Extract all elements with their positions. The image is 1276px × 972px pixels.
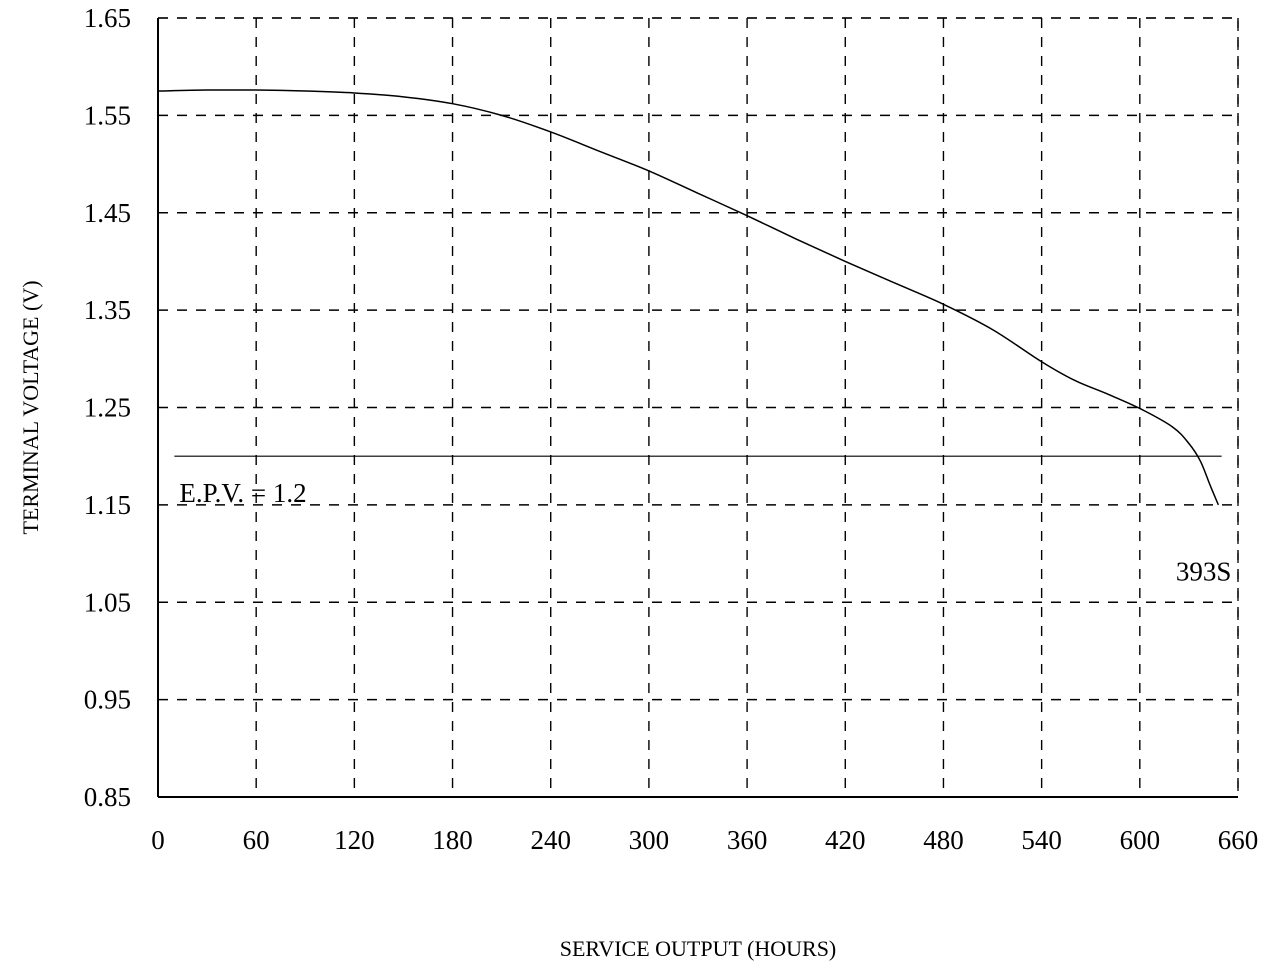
y-tick-label-1.25: 1.25 [84, 393, 131, 423]
x-tick-label-360: 360 [727, 825, 768, 855]
epv-reference-label: E.P.V. = 1.2 [179, 478, 306, 508]
y-tick-label-1.55: 1.55 [84, 100, 131, 130]
series-annotation-393s: 393S [1176, 557, 1232, 587]
y-axis-title: TERMINAL VOLTAGE (V) [18, 280, 43, 534]
x-tick-label-540: 540 [1021, 825, 1062, 855]
x-tick-label-300: 300 [629, 825, 670, 855]
x-tick-label-60: 60 [243, 825, 270, 855]
x-tick-label-0: 0 [151, 825, 165, 855]
x-tick-label-480: 480 [923, 825, 964, 855]
y-tick-labels: 0.85 0.95 1.05 1.15 1.25 1.35 1.45 1.55 1.65 [84, 3, 131, 812]
x-tick-label-240: 240 [530, 825, 571, 855]
y-tick-label-1.45: 1.45 [84, 198, 131, 228]
y-tick-label-1.15: 1.15 [84, 490, 131, 520]
y-tick-label-1.05: 1.05 [84, 587, 131, 617]
x-tick-label-120: 120 [334, 825, 375, 855]
y-tick-label-0.95: 0.95 [84, 685, 131, 715]
x-tick-label-660: 660 [1218, 825, 1259, 855]
y-tick-label-1.65: 1.65 [84, 3, 131, 33]
grid-layer [158, 17, 1239, 797]
x-axis-title: SERVICE OUTPUT (HOURS) [560, 936, 837, 961]
x-tick-label-180: 180 [432, 825, 473, 855]
series-line-393s [157, 89, 1220, 506]
y-tick-label-0.85: 0.85 [84, 782, 131, 812]
y-tick-label-1.35: 1.35 [84, 295, 131, 325]
x-tick-labels: 0 60 120 180 240 300 360 420 480 540 600 660 [151, 825, 1258, 855]
x-tick-label-600: 600 [1120, 825, 1161, 855]
x-tick-label-420: 420 [825, 825, 866, 855]
